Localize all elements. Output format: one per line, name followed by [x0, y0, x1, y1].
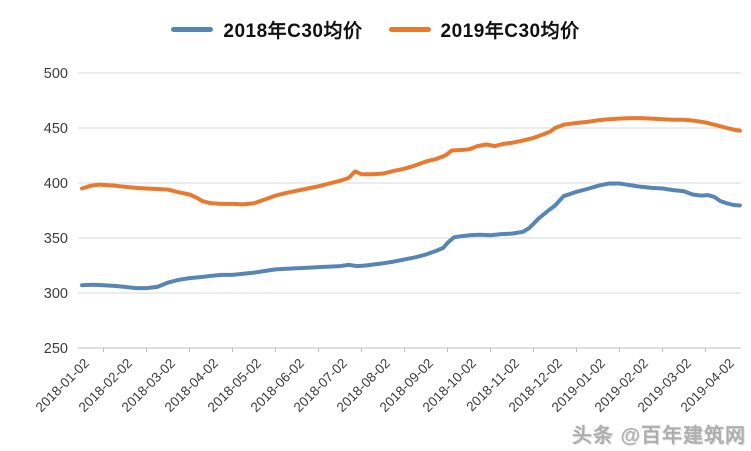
- y-axis-tick-label: 500: [44, 66, 68, 82]
- chart-legend: 2018年C30均价 2019年C30均价: [0, 16, 751, 43]
- y-axis-tick-label: 300: [44, 286, 68, 302]
- series-line-2018: [80, 181, 742, 291]
- legend-label-2018: 2018年C30均价: [223, 21, 363, 42]
- legend-line-swatch-2019-icon: [388, 27, 431, 32]
- legend-item-2019: 2019年C30均价: [388, 16, 580, 43]
- legend-line-swatch-2018-icon: [171, 27, 214, 32]
- watermark-toutiao: 头条 @百年建筑网: [571, 425, 746, 447]
- y-axis-tick-label: 350: [44, 231, 68, 247]
- y-axis-tick-label: 450: [44, 121, 68, 137]
- y-axis-tick-label: 250: [44, 341, 68, 357]
- series-line-2019: [80, 116, 742, 207]
- y-axis-tick-label: 400: [44, 176, 68, 192]
- legend-item-2018: 2018年C30均价: [171, 16, 362, 43]
- legend-label-2019: 2019年C30均价: [440, 21, 580, 42]
